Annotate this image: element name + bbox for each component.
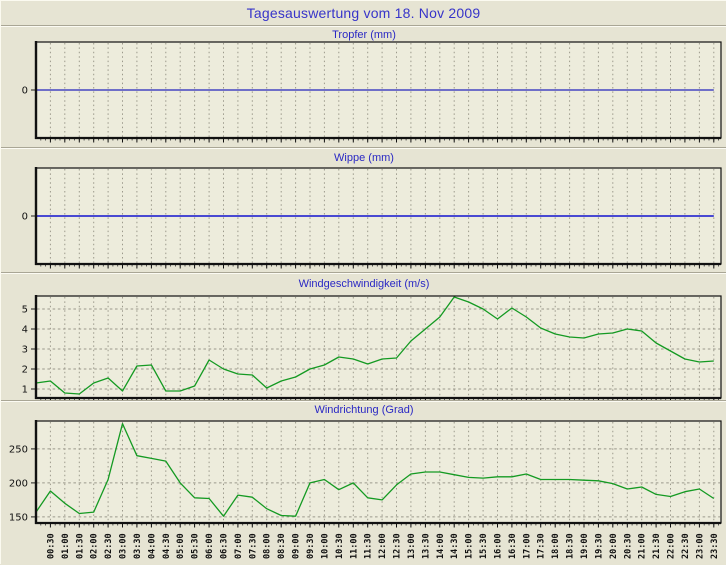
- svg-text:15:30: 15:30: [479, 533, 489, 559]
- svg-text:19:30: 19:30: [594, 533, 604, 559]
- svg-text:21:30: 21:30: [652, 533, 662, 559]
- svg-text:13:00: 13:00: [407, 533, 417, 559]
- svg-text:08:30: 08:30: [277, 533, 287, 559]
- svg-text:09:00: 09:00: [292, 533, 302, 559]
- chart-panel-wippe: Wippe (mm) 0: [1, 147, 726, 272]
- svg-text:17:00: 17:00: [522, 533, 532, 559]
- chart-title-wippe: Wippe (mm): [334, 152, 394, 164]
- svg-text:11:30: 11:30: [364, 533, 374, 559]
- svg-text:4: 4: [22, 325, 28, 336]
- chart-plot-windrichtung: 150 200 250 00:30 01:00 01:30 02:00 02:30 03:00 0…: [9, 420, 722, 559]
- svg-text:12:00: 12:00: [378, 533, 388, 559]
- chart-panel-windrichtung: Windrichtung (Grad) 150 200 250 00:30 01:00 0…: [1, 400, 726, 564]
- svg-text:02:30: 02:30: [104, 533, 114, 559]
- svg-text:5: 5: [22, 305, 28, 316]
- svg-text:09:30: 09:30: [306, 533, 316, 559]
- chart-title-windgeschwindigkeit: Windgeschwindigkeit (m/s): [298, 278, 430, 290]
- svg-text:07:00: 07:00: [234, 533, 244, 559]
- svg-text:10:00: 10:00: [320, 533, 330, 559]
- svg-text:16:00: 16:00: [494, 533, 504, 559]
- svg-text:05:00: 05:00: [176, 533, 186, 559]
- svg-text:14:30: 14:30: [450, 533, 460, 559]
- svg-text:11:00: 11:00: [349, 533, 359, 559]
- svg-text:13:30: 13:30: [421, 533, 431, 559]
- chart-plot-windgeschwindigkeit: 1 2 3 4 5: [22, 295, 722, 401]
- svg-text:14:00: 14:00: [436, 533, 446, 559]
- svg-text:06:00: 06:00: [205, 533, 215, 559]
- svg-text:20:00: 20:00: [609, 533, 619, 559]
- svg-text:07:30: 07:30: [248, 533, 258, 559]
- svg-text:03:30: 03:30: [133, 533, 143, 559]
- svg-text:0: 0: [22, 86, 28, 97]
- svg-text:18:30: 18:30: [566, 533, 576, 559]
- svg-text:05:30: 05:30: [191, 533, 201, 559]
- main-title-band: Tagesauswertung vom 18. Nov 2009: [1, 1, 726, 26]
- svg-text:22:30: 22:30: [681, 533, 691, 559]
- svg-text:08:00: 08:00: [263, 533, 273, 559]
- svg-text:21:00: 21:00: [638, 533, 648, 559]
- svg-text:03:00: 03:00: [119, 533, 129, 559]
- svg-text:18:00: 18:00: [551, 533, 561, 559]
- svg-text:150: 150: [9, 512, 28, 523]
- svg-text:15:00: 15:00: [465, 533, 475, 559]
- svg-text:19:00: 19:00: [580, 533, 590, 559]
- svg-text:250: 250: [9, 444, 28, 455]
- svg-text:2: 2: [22, 365, 28, 376]
- page-title: Tagesauswertung vom 18. Nov 2009: [246, 5, 481, 21]
- svg-text:01:30: 01:30: [75, 533, 85, 559]
- chart-title-windrichtung: Windrichtung (Grad): [314, 404, 414, 416]
- svg-text:200: 200: [9, 478, 28, 489]
- svg-text:00:30: 00:30: [46, 533, 56, 559]
- chart-title-tropfer: Tropfer (mm): [332, 29, 396, 41]
- svg-text:22:00: 22:00: [667, 533, 677, 559]
- svg-text:04:00: 04:00: [147, 533, 157, 559]
- svg-text:12:30: 12:30: [393, 533, 403, 559]
- svg-text:20:30: 20:30: [623, 533, 633, 559]
- svg-text:23:30: 23:30: [710, 533, 720, 559]
- svg-text:23:00: 23:00: [695, 533, 705, 559]
- svg-text:06:30: 06:30: [220, 533, 230, 559]
- svg-text:16:30: 16:30: [508, 533, 518, 559]
- svg-text:10:30: 10:30: [335, 533, 345, 559]
- svg-text:17:30: 17:30: [537, 533, 547, 559]
- chart-plot-wippe: 0: [22, 167, 722, 269]
- svg-text:02:00: 02:00: [90, 533, 100, 559]
- chart-panel-tropfer: Tropfer (mm) 0: [1, 26, 726, 147]
- chart-plot-tropfer: 0: [22, 41, 722, 143]
- svg-text:1: 1: [22, 385, 28, 396]
- chart-panel-windgeschwindigkeit: Windgeschwindigkeit (m/s) 1 2 3 4 5: [1, 272, 726, 401]
- svg-text:01:00: 01:00: [61, 533, 71, 559]
- svg-text:04:30: 04:30: [162, 533, 172, 559]
- svg-text:0: 0: [22, 212, 28, 223]
- svg-text:3: 3: [22, 345, 28, 356]
